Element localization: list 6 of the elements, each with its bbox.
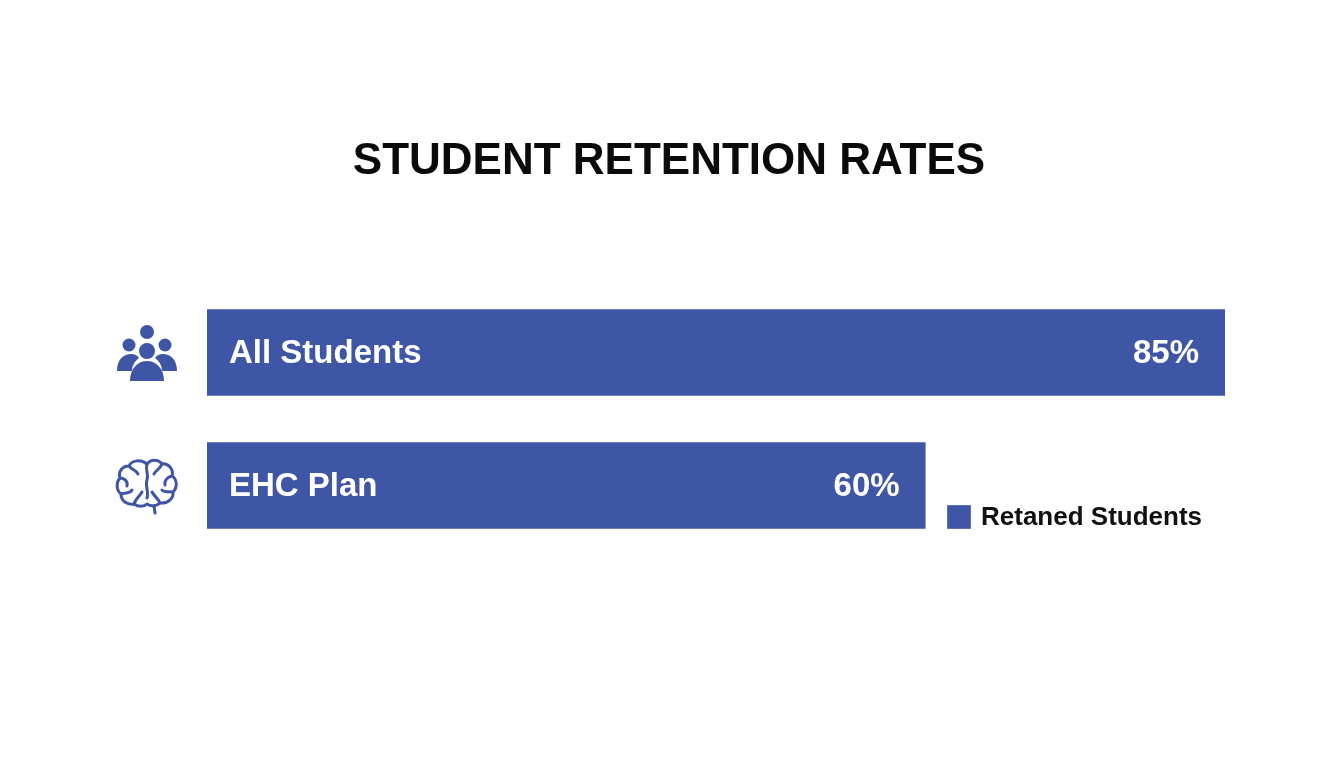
data-label: 60% [833,465,900,503]
chart-title: STUDENT RETENTION RATES [352,134,986,183]
legend-label: Retaned Students [981,501,1203,531]
data-label: 85% [1132,332,1199,370]
y-tick-label: EHC Plan [229,465,378,503]
y-tick-label: All Students [229,332,422,370]
